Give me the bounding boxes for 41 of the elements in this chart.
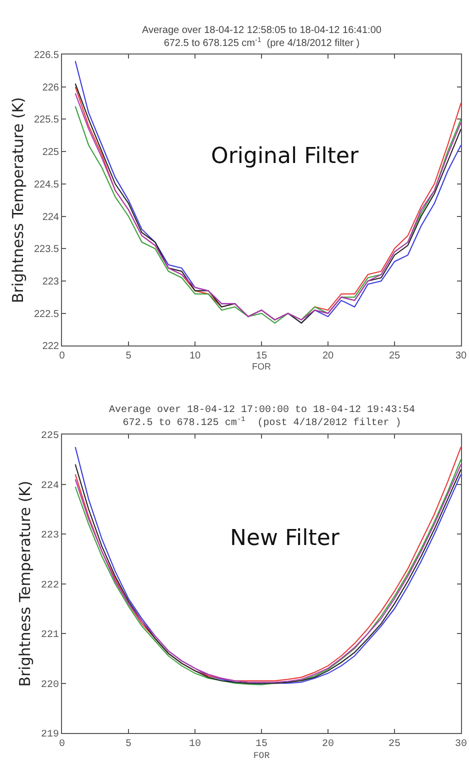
y-tick-label: 223 [40,530,59,542]
y-tick-label: 224.5 [34,179,60,190]
x-tick-label: 0 [59,350,66,362]
x-tick-label: 5 [125,739,132,750]
x-tick-label: 10 [189,350,201,362]
x-axis-title: FOR [252,362,272,372]
text: 672.5 to 678.125 cm$^{-1}$ (post 4/18/2012 filter ) [122,416,402,429]
y-tick-label: 222.5 [34,308,60,320]
x-tick-label: 25 [388,350,400,362]
x-tick-label: 20 [322,350,334,362]
y-tick-label: 220 [40,680,59,691]
y-tick-label: 225 [40,431,59,442]
x-tick-label: 30 [455,350,467,362]
chart-title: Average over 18-04-12 17:00:00 to 18-04-12 19:43:54 [109,405,416,416]
y-tick-label: 224 [42,212,60,223]
y-axis-title: Brightness Temperature (K) [9,97,28,304]
y-tick-label: 219 [40,730,59,740]
x-tick-label: 5 [126,350,132,362]
y-tick-label: 223.5 [34,244,60,256]
x-tick-label: 10 [188,739,202,750]
x-tick-label: 30 [454,739,468,750]
x-tick-label: 20 [322,739,334,750]
y-tick-label: 222 [40,580,59,592]
y-tick-label: 223 [42,276,60,288]
y-tick-label: 225.5 [34,114,60,126]
y-tick-label: 221 [40,630,59,642]
x-tick-label: 15 [256,350,268,362]
y-tick-label: 224 [40,480,59,492]
x-axis-title: FOR [253,750,270,761]
x-tick-label: 25 [388,739,401,750]
y-tick-label: 226 [42,82,60,94]
x-tick-label: 15 [255,739,268,750]
y-tick-label: 226.5 [34,50,60,62]
y-axis-title: Brightness Temperature (K) [16,480,34,687]
chart-subtitle: 672.5 to 678.125 cm$^{-1}$ (pre 4/18/2012 filter ) [164,36,360,49]
annotation: New Filter [230,526,340,551]
chart-title: Average over 18-04-12 12:58:05 to 18-04-12 16:41:00 [142,25,382,36]
y-tick-label: 225 [42,147,60,158]
y-tick-label: 222 [42,341,60,352]
x-tick-label: 0 [58,739,66,750]
annotation: Original Filter [211,144,360,169]
